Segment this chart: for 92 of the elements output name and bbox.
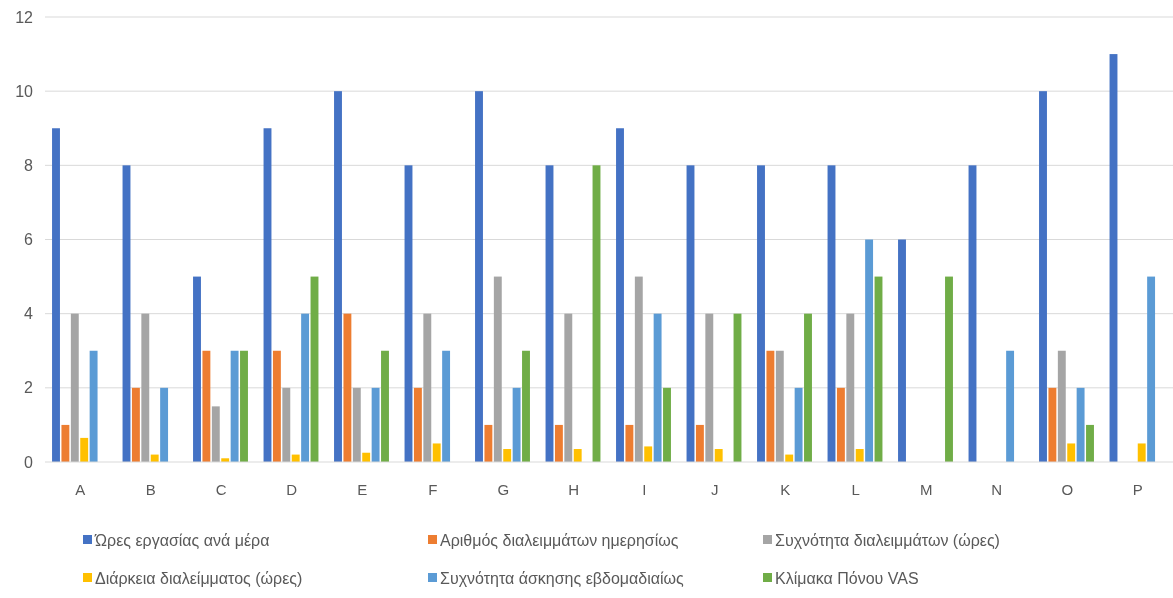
x-tick-label: A (75, 481, 86, 498)
bar (522, 350, 530, 462)
bar (272, 350, 281, 462)
bar (865, 239, 874, 462)
bar (493, 276, 502, 462)
bar (423, 313, 432, 462)
bar (282, 387, 291, 462)
legend-label: Διάρκεια διαλείμματος (ώρες) (95, 569, 303, 587)
bar (1086, 424, 1094, 462)
x-tick-label: K (780, 481, 791, 498)
bar (442, 350, 451, 462)
legend-label: Συχνότητα άσκησης εβδομαδιαίως (440, 569, 685, 587)
x-tick-label: H (568, 481, 580, 498)
x-tick-label: E (357, 481, 368, 498)
x-tick-label: F (428, 481, 438, 498)
bar (836, 387, 845, 462)
bar (653, 313, 662, 462)
bar (1147, 276, 1156, 462)
x-tick-label: I (642, 481, 647, 498)
bar (211, 406, 220, 462)
x-tick-label: J (711, 481, 719, 498)
y-tick-label: 12 (15, 8, 34, 26)
y-tick-label: 10 (15, 82, 34, 100)
bar (554, 424, 563, 462)
x-tick-label: L (851, 481, 860, 498)
bar (846, 313, 855, 462)
bar (794, 387, 803, 462)
bar (804, 313, 812, 462)
bar (371, 387, 380, 462)
legend-label: Ώρες εργασίας ανά μέρα (94, 531, 270, 549)
bar (230, 350, 239, 462)
x-tick-label: B (145, 481, 156, 498)
bar (413, 387, 422, 462)
legend-label: Αριθμός διαλειμμάτων ημερησίως (440, 531, 679, 549)
bar (484, 424, 493, 462)
bar (855, 449, 864, 462)
y-tick-label: 4 (24, 305, 34, 323)
bar (1076, 387, 1085, 462)
x-tick-label: C (215, 481, 227, 498)
bar (573, 449, 582, 462)
bar (1067, 443, 1076, 462)
x-tick-label: O (1061, 481, 1074, 498)
bar (80, 437, 89, 462)
x-tick-label: M (920, 481, 933, 498)
bar (381, 350, 389, 462)
y-tick-label: 2 (24, 379, 34, 397)
bar (634, 276, 643, 462)
bar (512, 387, 521, 462)
bar (1006, 350, 1015, 462)
bar (352, 387, 361, 462)
legend-label: Συχνότητα διαλειμμάτων (ώρες) (775, 531, 1000, 549)
bar (301, 313, 310, 462)
bar (757, 165, 765, 462)
bar (193, 276, 201, 462)
y-tick-label: 6 (24, 231, 34, 249)
bar (1057, 350, 1066, 462)
bar (202, 350, 211, 462)
bar (61, 424, 70, 462)
legend-label: Κλίμακα Πόνου VAS (775, 569, 919, 587)
bar (775, 350, 784, 462)
bar (89, 350, 98, 462)
bar (945, 276, 953, 462)
bar (705, 313, 714, 462)
bar (503, 449, 512, 462)
y-tick-label: 8 (24, 156, 34, 174)
bar (695, 424, 704, 462)
bar (334, 91, 342, 462)
y-tick-label: 0 (24, 453, 34, 471)
x-tick-label: P (1132, 481, 1143, 498)
bar (663, 387, 671, 462)
bar (52, 128, 60, 462)
bar (714, 449, 723, 462)
bar (70, 313, 79, 462)
bar (625, 424, 634, 462)
bar (432, 443, 441, 462)
bar (141, 313, 150, 462)
x-tick-label: G (497, 481, 510, 498)
bar (1137, 443, 1146, 462)
bar (475, 91, 483, 462)
bar (766, 350, 775, 462)
bar (160, 387, 169, 462)
x-tick-label: N (991, 481, 1003, 498)
bar (343, 313, 352, 462)
bar (240, 350, 248, 462)
bar (898, 239, 906, 462)
x-tick-label: D (286, 481, 298, 498)
bar (1039, 91, 1047, 462)
bar (1048, 387, 1057, 462)
bar (644, 446, 653, 462)
bar (616, 128, 624, 462)
bar (131, 387, 140, 462)
bar (564, 313, 573, 462)
